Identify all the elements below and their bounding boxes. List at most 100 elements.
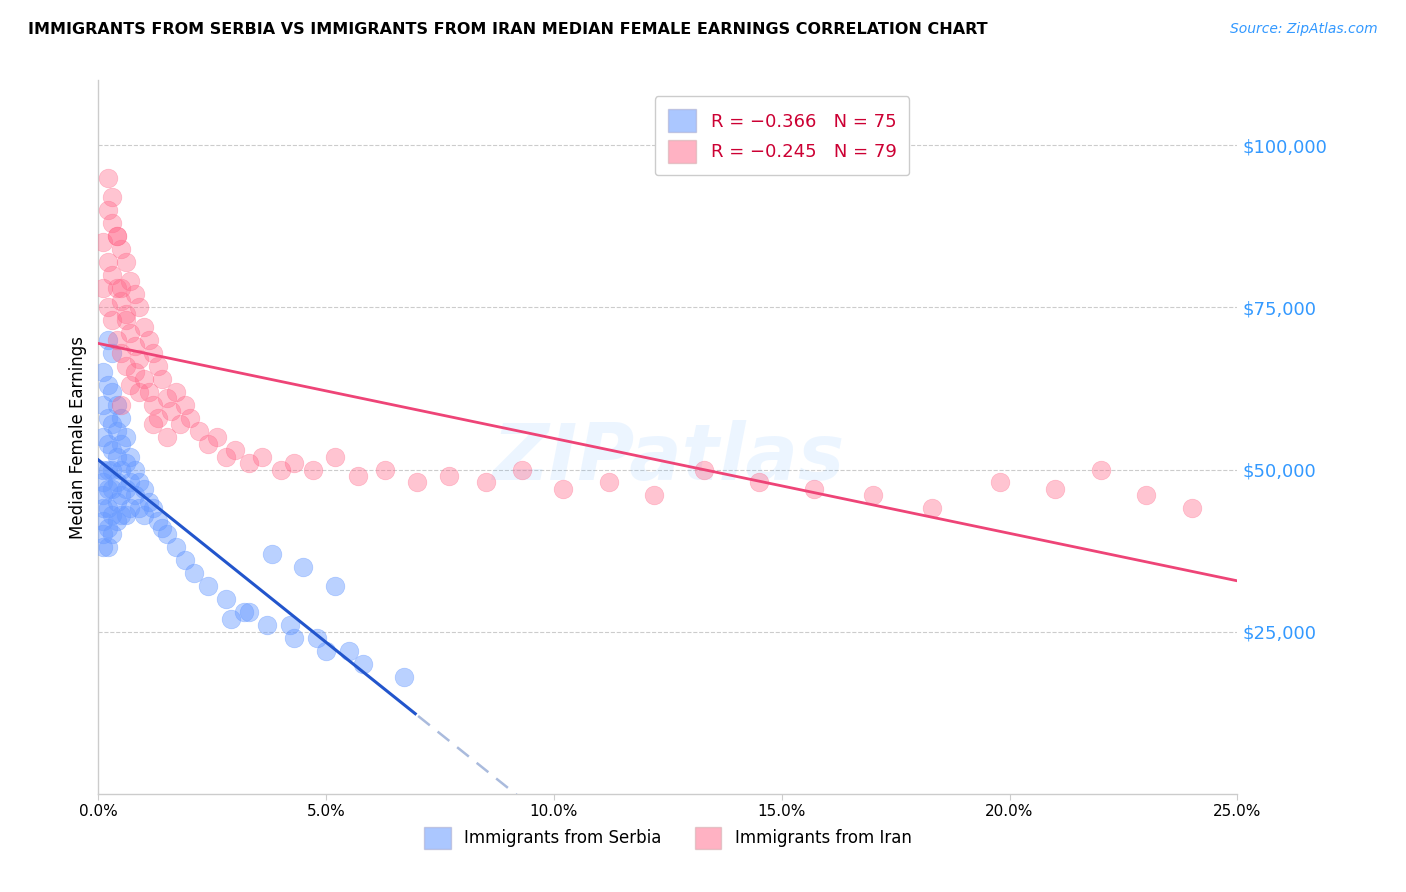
Point (238, 605, 260, 619)
Point (96, 501, 118, 516)
Point (110, 242, 132, 256)
Point (215, 450, 238, 464)
Point (114, 508, 136, 522)
Point (238, 456, 260, 470)
Point (174, 553, 197, 567)
Point (156, 527, 179, 541)
Point (160, 404, 183, 418)
Point (598, 475, 620, 490)
Point (124, 365, 146, 379)
Point (96, 333, 118, 347)
Point (101, 417, 124, 431)
Point (124, 462, 146, 476)
Point (150, 372, 173, 386)
Point (510, 462, 533, 476)
Y-axis label: Median Female Earnings: Median Female Earnings (69, 335, 87, 539)
Point (138, 495, 160, 509)
Point (233, 605, 256, 619)
Point (474, 475, 496, 490)
Point (337, 644, 360, 658)
Point (110, 281, 132, 295)
Point (323, 579, 346, 593)
Point (114, 430, 136, 444)
Point (110, 436, 132, 450)
Point (91, 398, 114, 412)
Point (803, 482, 825, 496)
Point (105, 281, 128, 295)
Point (315, 644, 337, 658)
Point (101, 345, 124, 359)
Point (187, 424, 209, 438)
Point (91, 281, 114, 295)
Point (91, 527, 114, 541)
Point (114, 313, 136, 327)
Point (96, 482, 118, 496)
Point (292, 559, 315, 574)
Point (114, 255, 136, 269)
Point (179, 410, 201, 425)
Point (96, 462, 118, 476)
Point (101, 216, 124, 230)
Point (96, 255, 118, 269)
Point (105, 515, 128, 529)
Point (156, 391, 179, 405)
Point (142, 501, 165, 516)
Point (101, 462, 124, 476)
Point (146, 515, 169, 529)
Point (219, 612, 242, 626)
Point (283, 631, 305, 645)
Point (96, 378, 118, 392)
Point (224, 443, 246, 458)
Text: Source: ZipAtlas.com: Source: ZipAtlas.com (1230, 22, 1378, 37)
Point (110, 462, 132, 476)
Point (110, 398, 132, 412)
Point (110, 488, 132, 502)
Point (120, 450, 142, 464)
Point (101, 268, 124, 282)
Point (110, 345, 132, 359)
Point (105, 229, 128, 244)
Point (128, 301, 150, 315)
Point (374, 462, 396, 476)
Point (110, 293, 132, 308)
Point (91, 501, 114, 516)
Point (91, 541, 114, 555)
Point (1181, 501, 1204, 516)
Point (142, 398, 165, 412)
Point (105, 475, 128, 490)
Point (437, 469, 460, 483)
Point (146, 410, 169, 425)
Point (124, 488, 146, 502)
Point (132, 508, 155, 522)
Point (174, 398, 197, 412)
Point (120, 501, 142, 516)
Point (142, 417, 165, 431)
Point (91, 488, 114, 502)
Point (120, 378, 142, 392)
Point (1043, 482, 1066, 496)
Point (124, 339, 146, 353)
Point (146, 359, 169, 373)
Point (114, 307, 136, 321)
Point (278, 618, 301, 632)
Point (205, 430, 228, 444)
Point (323, 450, 346, 464)
Point (101, 384, 124, 399)
Point (101, 443, 124, 458)
Point (197, 436, 219, 450)
Point (96, 301, 118, 315)
Point (101, 508, 124, 522)
Point (307, 631, 329, 645)
Point (921, 501, 943, 516)
Point (128, 384, 150, 399)
Point (91, 462, 114, 476)
Point (283, 456, 305, 470)
Point (120, 475, 142, 490)
Point (105, 398, 128, 412)
Point (142, 345, 165, 359)
Point (197, 579, 219, 593)
Point (114, 482, 136, 496)
Point (1135, 488, 1157, 502)
Point (91, 515, 114, 529)
Point (406, 475, 429, 490)
